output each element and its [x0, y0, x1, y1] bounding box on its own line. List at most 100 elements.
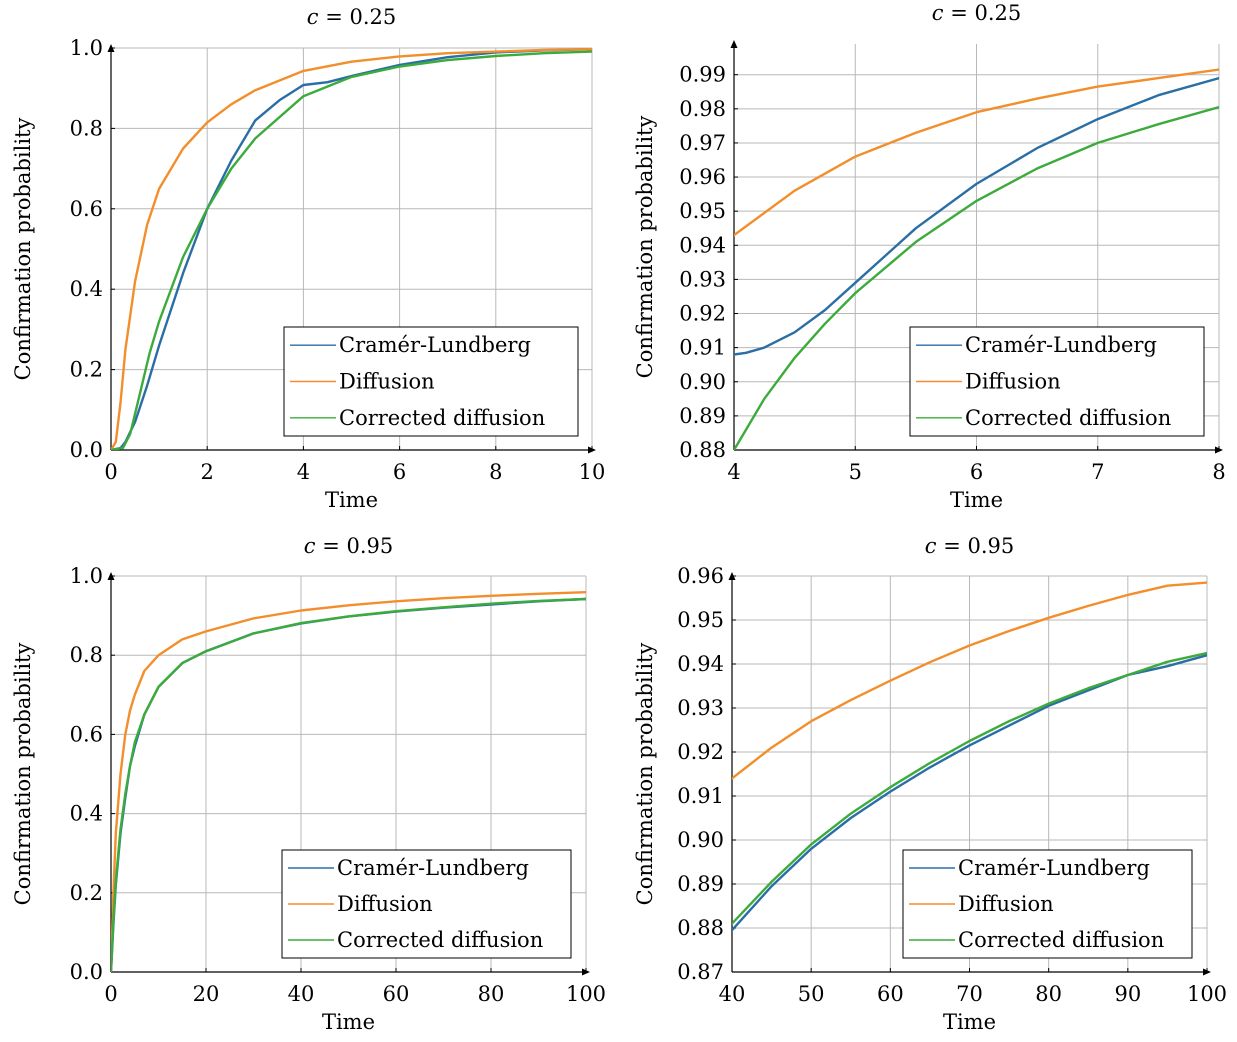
y-tick-label: 0.4: [70, 277, 103, 301]
series-line-2: [732, 581, 1207, 780]
x-tick-label: 80: [1035, 982, 1062, 1006]
series-line-1: [734, 76, 1219, 356]
legend-entry: Diffusion: [337, 892, 433, 916]
title-value: = 0.95: [937, 534, 1015, 558]
series-line-3: [732, 651, 1207, 925]
y-axis-label: Confirmation probability: [11, 118, 35, 381]
y-tick-label: 0.92: [677, 740, 724, 764]
chart-panel-3: 0 20 40 60 80 100 0.0 0.2 0.4 0.6 0.8 1.0 c = 0.95 Ti…: [11, 534, 606, 1034]
series-line-3: [111, 597, 586, 972]
title-variable: c: [925, 534, 937, 558]
x-tick-label: 90: [1114, 982, 1141, 1006]
legend-entry: Diffusion: [965, 370, 1061, 394]
y-tick-label: 0.6: [70, 722, 103, 746]
y-axis-label: Confirmation probability: [11, 643, 35, 906]
chart-panel-2: 4 5 6 7 8 0.88 0.89 0.90 0.91 0.92 0.93 0.94 0.95 0.9…: [633, 1, 1226, 512]
series-line-3: [734, 105, 1219, 450]
legend-entry: Corrected diffusion: [337, 928, 543, 952]
x-tick-label: 4: [297, 460, 310, 484]
series-line-2: [111, 591, 586, 972]
legend-entry: Cramér-Lundberg: [958, 856, 1150, 880]
legend-entry: Cramér-Lundberg: [339, 333, 531, 357]
x-tick-label: 60: [877, 982, 904, 1006]
x-tick-label: 5: [849, 460, 862, 484]
y-tick-label: 0.90: [679, 370, 726, 394]
x-tick-label: 8: [489, 460, 502, 484]
y-axis-label: Confirmation probability: [633, 116, 657, 379]
legend-entry: Corrected diffusion: [958, 928, 1164, 952]
y-tick-label: 0.96: [677, 564, 724, 588]
y-tick-label: 0.95: [679, 199, 726, 223]
chart-panel-4: 40 50 60 70 80 90 100 0.87 0.88 0.89 0.90 0.91 0.92 0…: [633, 534, 1227, 1034]
series-line-2: [734, 68, 1219, 237]
y-tick-label: 0.99: [679, 63, 726, 87]
x-tick-label: 7: [1091, 460, 1104, 484]
y-tick-label: 0.92: [679, 302, 726, 326]
y-tick-label: 0.97: [679, 131, 726, 155]
series-line-2: [111, 48, 592, 450]
y-tick-label: 0.90: [677, 828, 724, 852]
y-tick-label: 0.8: [70, 116, 103, 140]
x-tick-label: 10: [579, 460, 606, 484]
y-tick-label: 0.93: [677, 696, 724, 720]
chart-title: c = 0.25: [307, 5, 396, 29]
x-axis-label: Time: [950, 488, 1003, 512]
y-tick-label: 0.4: [70, 802, 103, 826]
x-tick-label: 20: [193, 982, 220, 1006]
y-tick-label: 0.91: [679, 336, 726, 360]
x-tick-label: 50: [798, 982, 825, 1006]
y-tick-label: 1.0: [70, 36, 103, 60]
title-variable: c: [932, 1, 944, 25]
x-tick-label: 0: [104, 460, 117, 484]
y-tick-label: 0.0: [70, 960, 103, 984]
x-tick-label: 4: [727, 460, 740, 484]
y-tick-label: 0.93: [679, 267, 726, 291]
y-tick-label: 0.96: [679, 165, 726, 189]
y-tick-label: 0.89: [679, 404, 726, 428]
x-axis-label: Time: [943, 1010, 996, 1034]
legend-entry: Cramér-Lundberg: [337, 856, 529, 880]
y-tick-label: 0.94: [679, 233, 726, 257]
x-tick-label: 8: [1212, 460, 1225, 484]
y-tick-label: 0.0: [70, 438, 103, 462]
y-tick-label: 0.88: [677, 916, 724, 940]
x-tick-label: 100: [566, 982, 606, 1006]
x-tick-label: 6: [970, 460, 983, 484]
x-axis-label: Time: [322, 1010, 375, 1034]
series-line-1: [111, 48, 592, 450]
legend-entry: Diffusion: [958, 892, 1054, 916]
y-tick-label: 0.6: [70, 197, 103, 221]
y-tick-label: 0.87: [677, 960, 724, 984]
y-tick-label: 0.8: [70, 643, 103, 667]
chart-title: c = 0.25: [932, 1, 1021, 25]
y-tick-label: 1.0: [70, 564, 103, 588]
y-axis-label: Confirmation probability: [633, 643, 657, 906]
legend-entry: Corrected diffusion: [339, 406, 545, 430]
x-tick-label: 2: [201, 460, 214, 484]
y-tick-label: 0.88: [679, 438, 726, 462]
y-tick-label: 0.94: [677, 652, 724, 676]
y-tick-label: 0.2: [70, 358, 103, 382]
title-variable: c: [307, 5, 319, 29]
chart-panel-1: 0 2 4 6 8 10 0.0 0.2 0.4 0.6 0.8 1.0 c = 0.25 Time Con…: [11, 5, 605, 512]
series-line-3: [111, 50, 592, 450]
x-tick-label: 60: [383, 982, 410, 1006]
title-value: = 0.25: [319, 5, 397, 29]
chart-title: c = 0.95: [304, 534, 393, 558]
chart-title: c = 0.95: [925, 534, 1014, 558]
x-tick-label: 40: [288, 982, 315, 1006]
legend-entry: Diffusion: [339, 370, 435, 394]
x-axis-label: Time: [325, 488, 378, 512]
x-tick-label: 0: [104, 982, 117, 1006]
y-tick-label: 0.2: [70, 881, 103, 905]
x-tick-label: 70: [956, 982, 983, 1006]
y-tick-label: 0.91: [677, 784, 724, 808]
x-tick-label: 40: [719, 982, 746, 1006]
x-tick-label: 100: [1187, 982, 1227, 1006]
title-value: = 0.95: [316, 534, 394, 558]
x-tick-label: 80: [478, 982, 505, 1006]
legend-entry: Corrected diffusion: [965, 406, 1171, 430]
title-variable: c: [304, 534, 316, 558]
y-axis-arrow: [730, 40, 738, 48]
